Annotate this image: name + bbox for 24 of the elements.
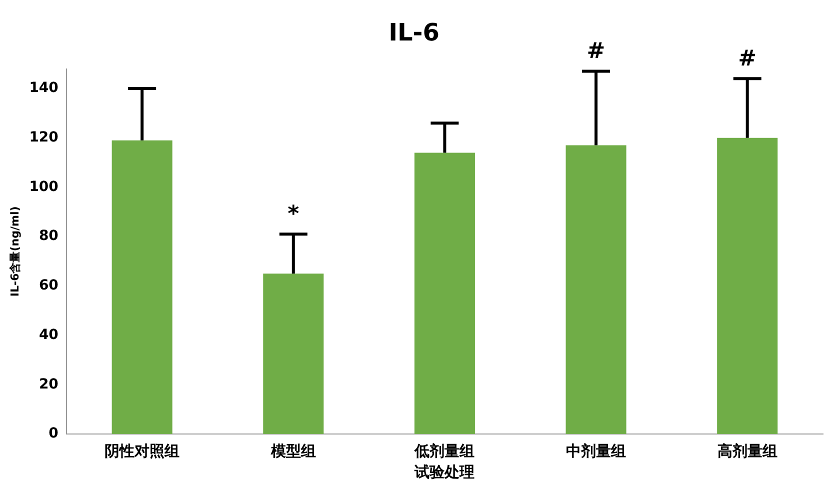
bar xyxy=(263,274,324,434)
bar xyxy=(717,138,778,434)
y-tick-label: 20 xyxy=(38,376,59,392)
x-tick-label: 模型组 xyxy=(270,442,316,460)
y-tick-label: 0 xyxy=(48,426,59,442)
bar xyxy=(566,145,626,434)
x-tick-label: 阴性对照组 xyxy=(104,442,180,460)
y-tick-label: 120 xyxy=(29,130,59,146)
annotation: # xyxy=(738,46,757,72)
x-tick-label: 高剂量组 xyxy=(717,442,778,460)
y-tick-label: 100 xyxy=(29,178,59,195)
chart-title: IL-6 xyxy=(388,18,440,47)
y-tick-label: 80 xyxy=(38,228,59,244)
y-tick-label: 60 xyxy=(38,278,59,294)
bar xyxy=(112,140,172,434)
bar xyxy=(414,152,475,434)
x-tick-label: 低剂量组 xyxy=(414,442,475,460)
x-axis-title: 试验处理 xyxy=(414,462,475,481)
x-tick-label: 中剂量组 xyxy=(566,442,626,460)
y-tick-label: 140 xyxy=(29,80,59,96)
annotation: * xyxy=(288,202,300,227)
y-tick-label: 40 xyxy=(38,326,59,343)
y-axis-title: IL-6含量(ng/ml) xyxy=(8,206,22,297)
annotation: # xyxy=(586,38,606,64)
